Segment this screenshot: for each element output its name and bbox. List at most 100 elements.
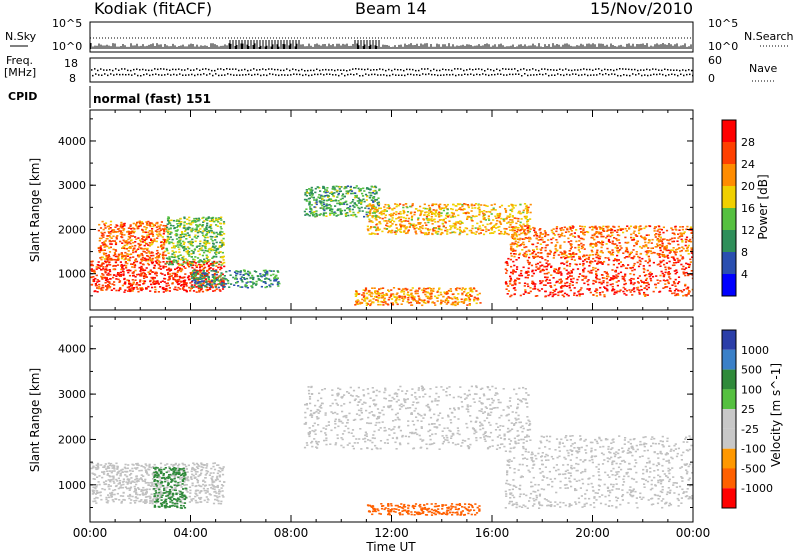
range-gate — [129, 242, 132, 245]
range-gate — [592, 294, 595, 296]
range-gate — [305, 190, 308, 193]
range-gate — [399, 211, 402, 213]
nave-point — [602, 73, 604, 76]
range-gate — [204, 272, 207, 274]
range-gate — [242, 274, 245, 276]
freq-point — [205, 68, 207, 70]
range-gate — [687, 266, 691, 268]
freq-point — [160, 68, 162, 70]
range-gate — [673, 289, 677, 292]
range-gate — [276, 270, 279, 272]
range-gate — [400, 221, 403, 223]
nave-point — [386, 74, 388, 77]
range-gate — [174, 286, 177, 288]
range-gate — [437, 220, 440, 223]
range-gate — [303, 210, 306, 213]
range-gate — [644, 293, 647, 296]
range-gate — [167, 228, 170, 230]
range-gate — [526, 274, 530, 277]
freq-point — [358, 68, 360, 70]
range-gate — [519, 203, 522, 206]
range-gate — [214, 217, 218, 219]
range-gate — [194, 273, 197, 276]
range-gate — [421, 210, 424, 212]
range-gate — [200, 264, 203, 266]
range-gate — [637, 282, 640, 284]
range-gate — [186, 264, 190, 267]
range-gate — [547, 264, 550, 266]
range-gate — [357, 197, 360, 199]
range-gate — [503, 230, 507, 233]
range-gate — [424, 291, 428, 293]
range-gate — [192, 290, 196, 292]
range-gate — [427, 219, 431, 221]
range-gate — [498, 232, 501, 235]
range-gate — [133, 287, 136, 289]
range-gate — [113, 281, 116, 283]
range-gate — [135, 238, 138, 240]
range-gate — [471, 207, 474, 209]
range-gate — [117, 254, 120, 257]
range-gate — [582, 269, 585, 271]
range-gate — [654, 283, 657, 286]
range-gate — [477, 227, 480, 229]
range-gate — [200, 260, 203, 263]
range-gate — [358, 293, 361, 295]
range-gate — [123, 264, 126, 267]
range-gate — [384, 214, 387, 216]
range-gate — [516, 266, 519, 268]
nave-point — [656, 73, 658, 76]
range-gate — [160, 221, 163, 223]
range-gate — [439, 203, 442, 206]
range-gate — [146, 249, 149, 251]
nave-point — [479, 74, 481, 76]
range-gate — [380, 287, 383, 290]
range-gate — [173, 256, 176, 259]
range-gate — [477, 207, 480, 210]
range-gate — [523, 203, 527, 205]
range-gate — [166, 282, 169, 284]
range-gate — [177, 280, 180, 283]
range-gate — [550, 286, 553, 288]
range-gate — [142, 271, 145, 274]
range-gate — [166, 235, 169, 238]
range-gate — [611, 234, 614, 237]
freq-point — [586, 68, 588, 71]
range-gate — [276, 277, 279, 279]
range-gate — [165, 282, 168, 285]
nave-point — [242, 74, 244, 76]
range-gate — [528, 263, 531, 266]
range-gate — [106, 264, 109, 266]
range-gate — [184, 233, 187, 236]
range-gate — [181, 232, 184, 234]
range-gate — [145, 242, 148, 245]
range-gate — [528, 225, 531, 227]
range-gate — [162, 261, 165, 263]
range-gate — [90, 261, 93, 263]
range-gate — [395, 297, 398, 300]
range-gate — [237, 285, 240, 287]
range-gate — [387, 204, 390, 206]
range-gate — [633, 268, 636, 271]
range-gate — [215, 253, 218, 256]
range-gate — [506, 222, 509, 224]
range-gate — [107, 285, 110, 287]
range-gate — [525, 272, 528, 274]
range-gate — [201, 224, 204, 227]
nave-point — [494, 73, 496, 76]
nave-point — [95, 73, 97, 75]
range-gate — [428, 297, 432, 299]
range-gate — [458, 233, 461, 236]
range-gate — [209, 235, 212, 238]
nave-label: Nave — [749, 62, 777, 75]
freq-point — [481, 68, 483, 71]
range-gate — [687, 273, 690, 276]
range-gate — [305, 200, 308, 202]
range-gate — [431, 301, 434, 303]
range-gate — [512, 260, 515, 263]
range-gate — [175, 234, 178, 237]
range-gate — [370, 233, 373, 235]
range-gate — [368, 214, 371, 216]
range-gate — [142, 269, 145, 272]
freq-point — [610, 69, 612, 71]
